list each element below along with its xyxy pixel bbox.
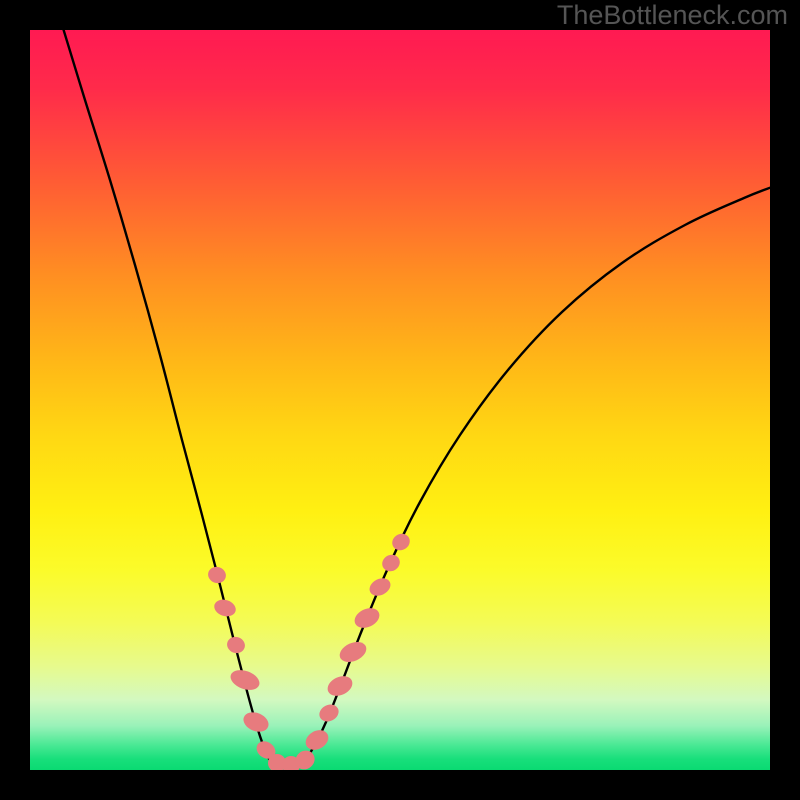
- watermark-label: TheBottleneck.com: [557, 0, 788, 31]
- plot-svg: [30, 30, 770, 770]
- outer-frame: TheBottleneck.com: [0, 0, 800, 800]
- gradient-background: [30, 30, 770, 770]
- plot-area: [30, 30, 770, 770]
